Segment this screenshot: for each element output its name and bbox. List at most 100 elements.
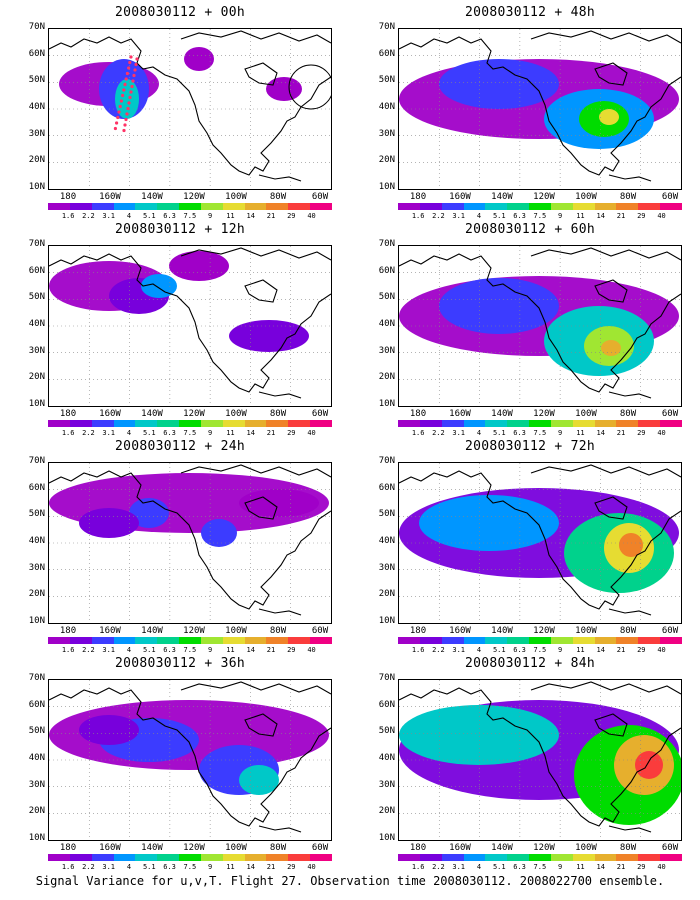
coastline <box>258 608 302 616</box>
x-tick-label: 100W <box>225 409 247 419</box>
colorbar-swatch <box>419 637 442 644</box>
colorbar-label: 6.3 <box>513 429 526 437</box>
x-tick-label: 140W <box>491 626 513 636</box>
y-tick-label: 70N <box>28 239 45 249</box>
colorbar-label: 4 <box>126 863 132 871</box>
flight-track-point <box>129 55 133 59</box>
colorbar-label: 7.5 <box>533 429 547 437</box>
colorbar-label: 40 <box>307 212 316 220</box>
colorbar-swatch <box>91 854 114 861</box>
colorbar-swatch <box>266 854 289 861</box>
colorbar-swatch <box>529 420 551 427</box>
map-plot <box>48 245 332 407</box>
colorbar-label: 3.1 <box>102 429 116 437</box>
y-tick-label: 50N <box>378 292 395 303</box>
y-tick-label: 20N <box>28 806 45 817</box>
coastline <box>244 279 278 303</box>
coastline <box>594 279 628 303</box>
x-tick-label: 80W <box>619 409 637 419</box>
y-tick-label: 10N <box>378 616 395 626</box>
colorbar-swatch <box>507 203 530 210</box>
colorbar-label: 9 <box>208 646 213 654</box>
x-tick-label: 100W <box>225 843 247 853</box>
flight-track-point <box>123 123 127 127</box>
y-tick-label: 20N <box>378 372 395 383</box>
colorbar-swatch <box>638 420 661 427</box>
colorbar-swatch <box>616 203 639 210</box>
y-tick-label: 30N <box>28 779 45 790</box>
flight-track-point <box>117 110 121 114</box>
colorbar-swatch <box>419 854 442 861</box>
colorbar-label: 11 <box>576 429 585 437</box>
forecast-panel: 2008030112 + 60h 70N 60N 50N 40N 30N 20N 10N 180… <box>365 222 695 437</box>
variance-contour <box>169 251 229 281</box>
colorbar-swatch <box>550 203 573 210</box>
forecast-panel: 2008030112 + 24h 70N 60N 50N 40N 30N 20N 10N 180… <box>15 439 345 654</box>
y-tick-label: 20N <box>28 372 45 383</box>
colorbar-swatch <box>419 203 442 210</box>
variance-contour <box>79 715 139 745</box>
y-tick-label: 40N <box>28 753 45 763</box>
colorbar-label: 4 <box>126 646 132 654</box>
y-tick-label: 50N <box>28 292 45 303</box>
colorbar-label: 21 <box>266 429 276 437</box>
variance-contour <box>239 489 319 517</box>
colorbar-label: 11 <box>226 646 235 654</box>
x-tick-label: 80W <box>619 626 637 636</box>
y-tick-label: 40N <box>378 536 395 546</box>
x-tick-label: 160W <box>99 843 121 853</box>
colorbar-swatch <box>266 637 289 644</box>
y-tick-label: 30N <box>28 128 45 139</box>
colorbar-swatch <box>398 203 420 210</box>
x-tick-label: 100W <box>575 843 597 853</box>
colorbar-swatch <box>507 420 530 427</box>
map-plot <box>48 462 332 624</box>
variance-contour <box>201 519 237 547</box>
colorbar-label: 1.6 <box>61 863 75 871</box>
colorbar-label: 40 <box>307 863 316 871</box>
colorbar-swatch <box>463 420 486 427</box>
colorbar-swatch <box>222 203 245 210</box>
y-tick-label: 40N <box>378 102 395 112</box>
colorbar <box>48 203 332 210</box>
y-tick-label: 30N <box>378 345 395 356</box>
y-tick-label: 30N <box>28 562 45 573</box>
colorbar-label: 5.1 <box>492 646 506 654</box>
colorbar-label: 29 <box>637 212 646 220</box>
y-tick-label: 70N <box>378 673 395 683</box>
colorbar-label: 14 <box>596 863 605 871</box>
panel-title: 2008030112 + 24h <box>114 439 246 454</box>
coastline <box>530 464 681 478</box>
y-tick-label: 30N <box>378 562 395 573</box>
x-tick-label: 180 <box>59 626 77 636</box>
coastline <box>594 62 628 86</box>
coastline <box>244 713 278 737</box>
colorbar-label: 7.5 <box>183 212 197 220</box>
x-tick-label: 140W <box>141 192 163 202</box>
map-plot <box>398 28 682 190</box>
x-tick-label: 120W <box>183 843 205 853</box>
panel-title: 2008030112 + 72h <box>464 439 596 454</box>
y-tick-label: 60N <box>378 699 395 710</box>
x-tick-label: 120W <box>533 843 555 853</box>
forecast-panel: 2008030112 + 00h 70N 60N 50N 40N 30N 20N 10N 180… <box>15 5 345 220</box>
colorbar <box>48 854 332 861</box>
y-tick-label: 50N <box>378 75 395 86</box>
x-tick-label: 160W <box>99 409 121 419</box>
variance-contour <box>599 109 619 125</box>
x-tick-label: 120W <box>183 409 205 419</box>
colorbar-swatch <box>113 420 136 427</box>
colorbar-label: 1.6 <box>411 212 425 220</box>
colorbar-label: 29 <box>287 863 296 871</box>
y-tick-label: 10N <box>378 399 395 409</box>
variance-field <box>399 680 681 840</box>
x-tick-label: 60W <box>661 843 679 853</box>
colorbar-label: 29 <box>287 646 296 654</box>
colorbar-label: 40 <box>657 429 666 437</box>
colorbar-swatch <box>91 203 114 210</box>
colorbar-label: 1.6 <box>61 429 75 437</box>
y-tick-label: 60N <box>28 482 45 493</box>
colorbar-swatch <box>310 420 332 427</box>
colorbar-swatch <box>135 637 158 644</box>
colorbar-swatch <box>529 854 551 861</box>
